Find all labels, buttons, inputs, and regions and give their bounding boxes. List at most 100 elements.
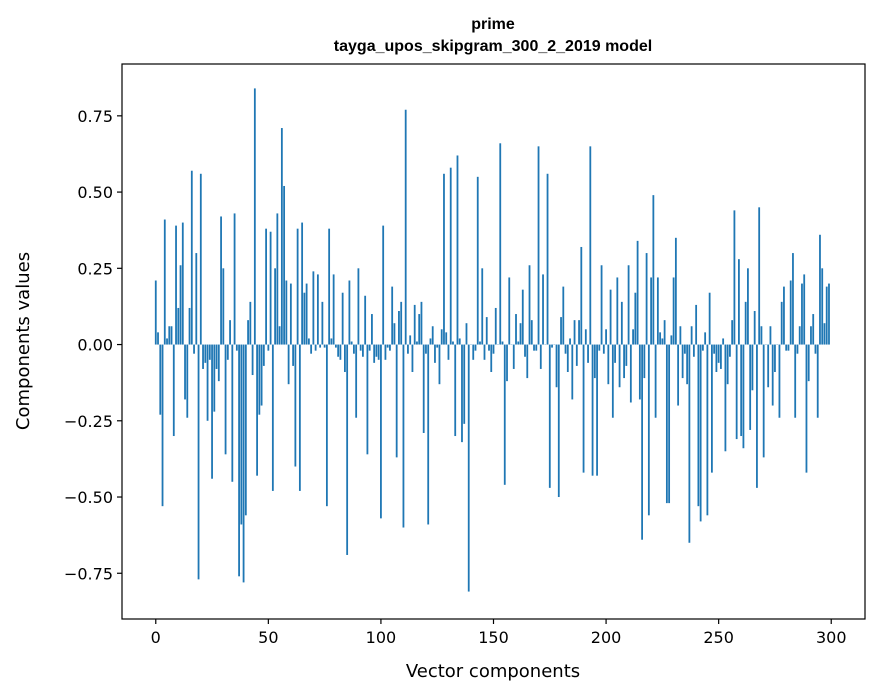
bar-286 xyxy=(798,326,801,345)
bar-281 xyxy=(787,344,790,351)
bar-284 xyxy=(794,344,797,418)
bar-181 xyxy=(562,286,565,345)
bar-75 xyxy=(323,344,326,348)
bar-24 xyxy=(208,344,211,360)
bar-30 xyxy=(222,268,225,345)
bar-237 xyxy=(688,344,691,543)
bar-295 xyxy=(819,234,821,345)
bar-162 xyxy=(519,323,522,345)
bar-47 xyxy=(260,344,263,406)
bar-174 xyxy=(546,173,549,345)
bar-257 xyxy=(733,210,736,345)
bar-280 xyxy=(785,344,788,351)
bar-137 xyxy=(463,344,466,424)
bar-192 xyxy=(587,344,589,363)
bar-61 xyxy=(292,344,295,366)
bar-88 xyxy=(353,344,355,354)
bar-71 xyxy=(314,344,317,351)
bar-28 xyxy=(217,344,220,382)
bar-110 xyxy=(402,344,405,528)
bar-129 xyxy=(445,332,448,345)
bar-42 xyxy=(249,301,252,345)
bar-250 xyxy=(717,344,720,363)
bar-1 xyxy=(157,332,159,345)
bar-146 xyxy=(483,344,486,360)
bar-8 xyxy=(172,344,175,437)
bar-244 xyxy=(704,332,707,345)
bar-171 xyxy=(539,344,542,369)
bar-77 xyxy=(328,228,331,345)
bar-15 xyxy=(188,307,191,345)
bar-0 xyxy=(154,280,157,345)
bar-292 xyxy=(812,314,815,345)
bar-172 xyxy=(542,274,544,345)
bar-218 xyxy=(645,253,648,345)
bar-216 xyxy=(641,344,643,540)
bar-297 xyxy=(823,323,826,345)
bar-74 xyxy=(321,301,324,345)
bar-31 xyxy=(224,344,227,455)
bar-113 xyxy=(409,335,412,345)
bar-92 xyxy=(362,344,364,357)
bar-293 xyxy=(814,344,817,354)
bar-196 xyxy=(596,344,598,476)
y-axis-ticks: −0.75 −0.50 −0.25 0.00 0.25 0.50 0.75 xyxy=(64,107,122,583)
bar-18 xyxy=(195,253,198,345)
bar-241 xyxy=(697,344,700,507)
bar-52 xyxy=(271,344,274,491)
bar-106 xyxy=(393,323,396,345)
bar-253 xyxy=(724,344,727,452)
bar-32 xyxy=(226,344,229,360)
bar-64 xyxy=(298,344,301,491)
bar-223 xyxy=(656,277,659,345)
bar-294 xyxy=(816,344,819,418)
chart-title: prime xyxy=(471,16,515,33)
bar-60 xyxy=(289,283,292,345)
bar-93 xyxy=(364,295,367,345)
x-tick-label: 0 xyxy=(151,628,161,647)
bar-270 xyxy=(762,344,765,458)
bar-153 xyxy=(499,143,502,345)
bar-191 xyxy=(584,329,587,345)
bar-56 xyxy=(280,128,283,345)
bar-73 xyxy=(319,344,322,348)
bar-142 xyxy=(474,344,477,351)
bar-151 xyxy=(494,307,497,345)
y-tick-label: 0.00 xyxy=(77,336,113,355)
bar-21 xyxy=(202,344,204,369)
bar-251 xyxy=(720,344,722,369)
bar-273 xyxy=(769,326,772,345)
bar-35 xyxy=(233,213,236,345)
bar-83 xyxy=(341,292,344,345)
bar-37 xyxy=(238,344,240,577)
bar-14 xyxy=(186,344,189,418)
bar-19 xyxy=(197,344,200,580)
bar-296 xyxy=(821,268,824,345)
bar-209 xyxy=(625,344,628,366)
bar-206 xyxy=(618,344,621,388)
bar-289 xyxy=(805,344,808,473)
bar-165 xyxy=(526,344,529,379)
bar-204 xyxy=(614,344,616,363)
bar-85 xyxy=(346,344,349,555)
bar-200 xyxy=(605,329,607,345)
bar-220 xyxy=(650,277,653,345)
bar-225 xyxy=(661,338,664,345)
bar-101 xyxy=(382,225,385,345)
bar-143 xyxy=(476,176,479,345)
bar-50 xyxy=(267,344,270,351)
bar-67 xyxy=(305,283,308,345)
bar-285 xyxy=(796,344,799,354)
x-tick-label: 50 xyxy=(258,628,278,647)
bar-79 xyxy=(332,274,335,345)
bar-212 xyxy=(632,329,634,345)
bar-139 xyxy=(467,344,470,592)
bar-248 xyxy=(713,344,716,354)
y-axis-label: Components values xyxy=(13,252,34,430)
bar-99 xyxy=(377,344,380,360)
plot-frame xyxy=(121,63,866,620)
bar-118 xyxy=(420,301,423,345)
bar-185 xyxy=(571,344,574,400)
bar-105 xyxy=(391,286,394,345)
bar-23 xyxy=(206,344,209,421)
